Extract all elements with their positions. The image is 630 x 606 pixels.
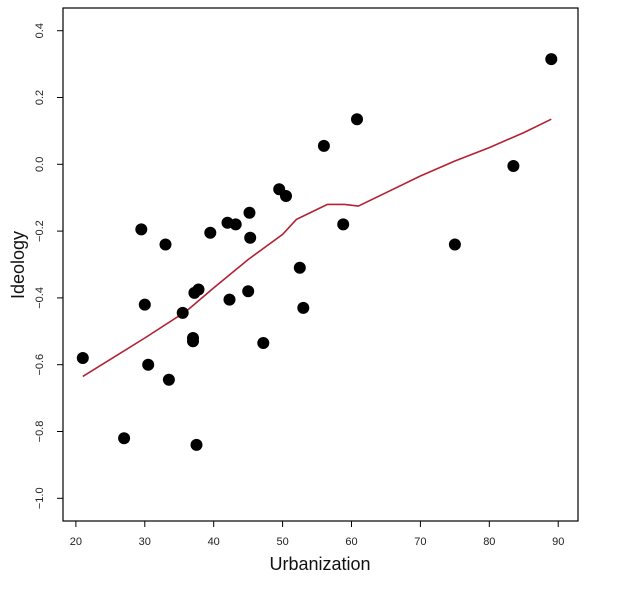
y-tick-label: 0.0	[34, 157, 46, 172]
x-tick-label: 20	[70, 536, 82, 548]
data-point	[507, 160, 520, 172]
y-tick-label: −0.8	[34, 421, 46, 443]
data-point	[192, 283, 205, 296]
data-point	[351, 113, 363, 126]
data-point	[76, 352, 89, 364]
x-tick-label: 80	[483, 536, 495, 548]
plot-frame	[62, 7, 579, 522]
data-point	[229, 218, 242, 231]
y-tick-label: −0.6	[34, 354, 46, 376]
y-axis: −1.0 −0.8 −0.6 −0.4 −0.2 0.0 0.2 0.4	[34, 23, 63, 509]
data-point	[204, 226, 217, 239]
data-point	[223, 293, 236, 306]
data-point	[337, 218, 350, 231]
data-point	[280, 190, 292, 202]
data-point	[187, 335, 199, 348]
y-tick-label: 0.2	[34, 90, 46, 105]
data-point	[162, 373, 175, 386]
data-point	[190, 438, 203, 451]
y-tick-label: −0.4	[34, 287, 46, 309]
data-point	[297, 301, 310, 314]
smoother-line	[82, 118, 552, 378]
data-point	[135, 223, 148, 236]
x-tick-label: 50	[276, 536, 288, 548]
data-point	[243, 206, 256, 219]
y-tick-label: −1.0	[34, 487, 46, 509]
data-point	[293, 261, 306, 274]
x-tick-label: 60	[345, 536, 357, 548]
data-point	[142, 358, 155, 371]
data-point	[176, 306, 189, 319]
data-point	[545, 53, 558, 66]
x-tick-label: 30	[139, 536, 151, 548]
data-point	[138, 298, 151, 311]
data-layer	[76, 53, 558, 451]
y-tick-label: −0.2	[34, 220, 46, 242]
x-tick-label: 90	[552, 536, 564, 548]
y-tick-label: 0.4	[34, 23, 46, 38]
data-point	[118, 432, 131, 445]
data-point	[159, 238, 172, 251]
data-point	[317, 139, 330, 152]
data-point	[244, 231, 257, 244]
data-point	[257, 337, 270, 349]
y-axis-title: Ideology	[8, 231, 28, 299]
x-axis: 20 30 40 50 60 70 80 90	[70, 521, 564, 548]
x-tick-label: 70	[414, 536, 426, 548]
x-axis-title: Urbanization	[269, 554, 370, 574]
data-point	[242, 285, 255, 298]
data-point	[448, 238, 461, 251]
x-tick-label: 40	[208, 536, 220, 548]
